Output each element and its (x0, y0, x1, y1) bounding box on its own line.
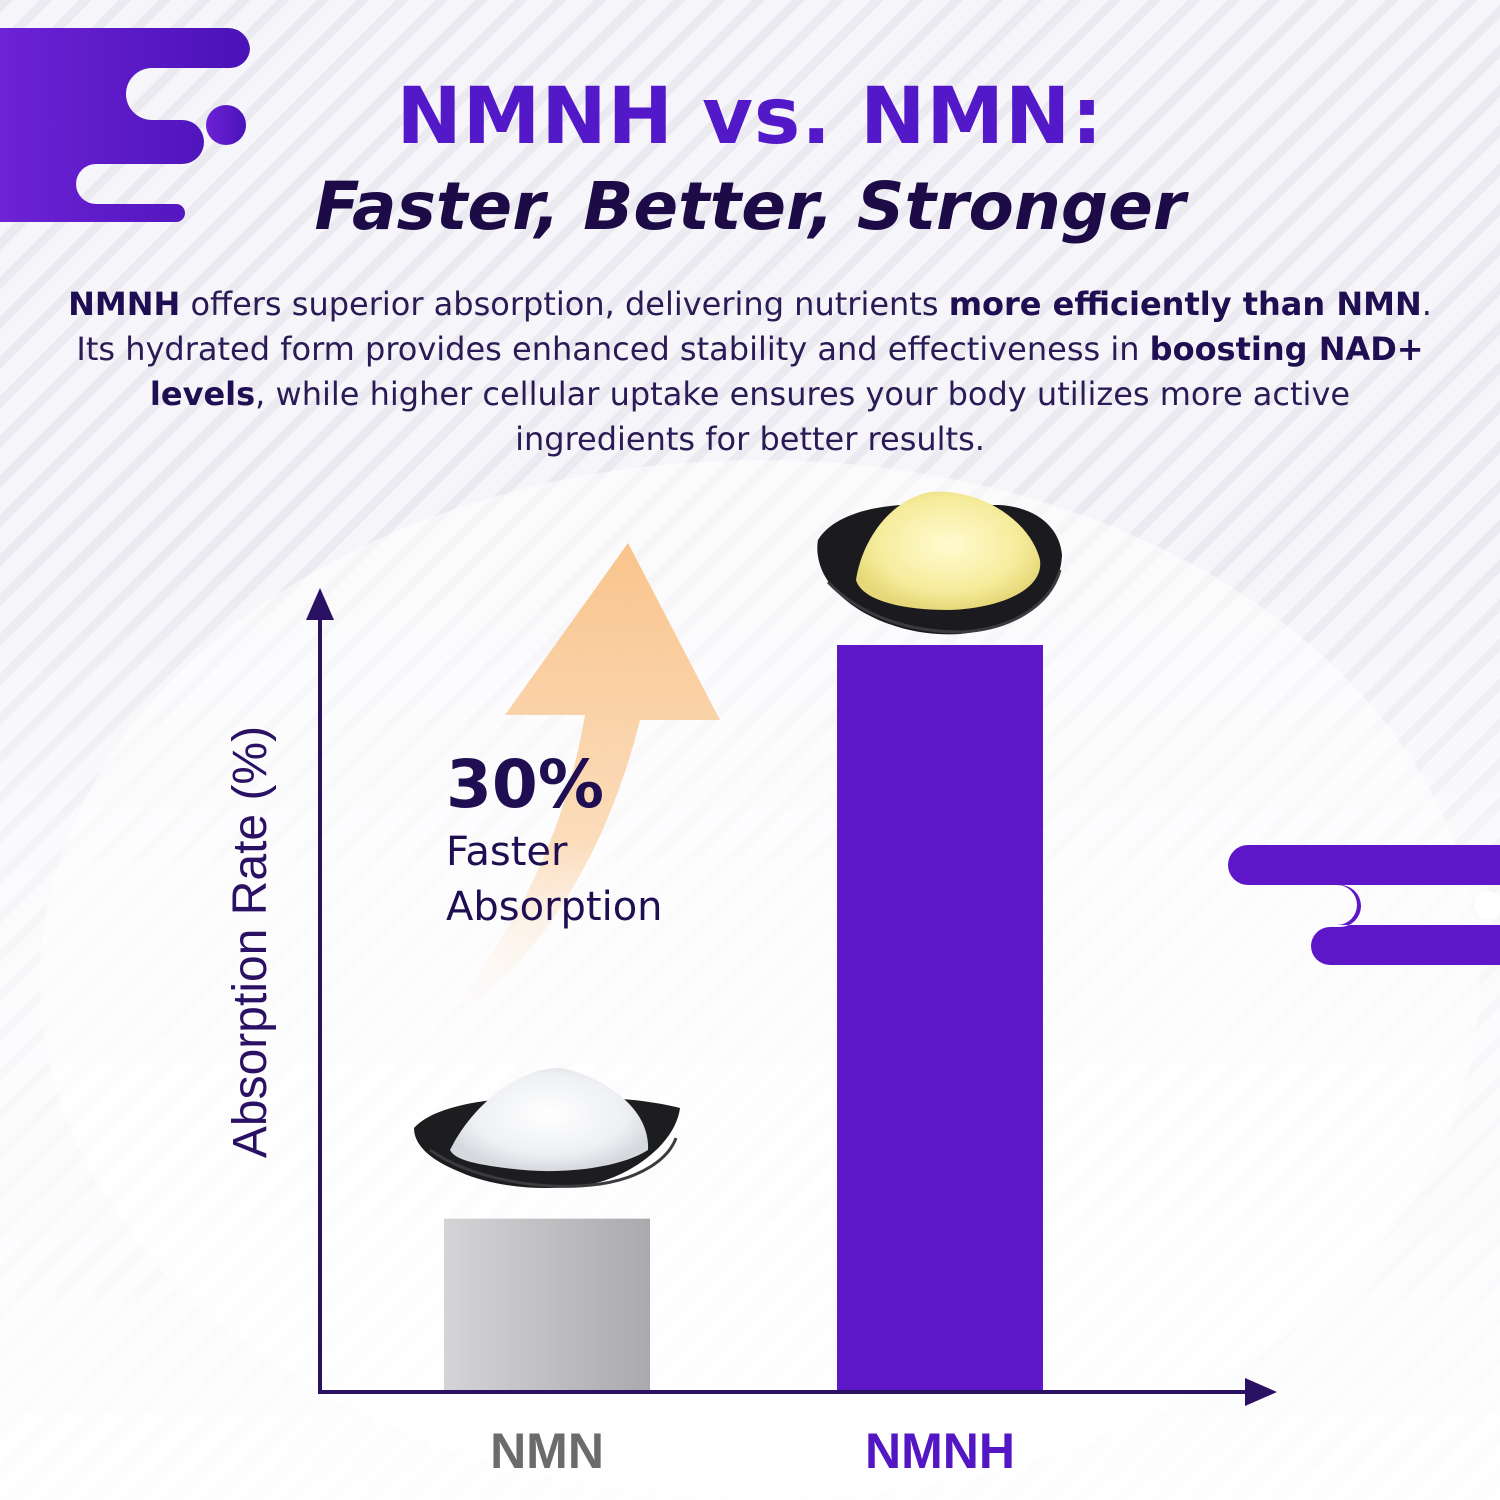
intro-bold-nmnh: NMNH (68, 285, 181, 323)
growth-arrow-icon (430, 543, 720, 1040)
absorption-callout: 30% Faster Absorption (446, 745, 663, 935)
x-tick-label-nmn: NMN (490, 1423, 604, 1479)
nmnh-powder-bowl-image (817, 491, 1062, 635)
nmn-powder-bowl-image (414, 1068, 680, 1188)
brand-logo-shape (0, 28, 250, 222)
callout-line-1: Faster (446, 829, 568, 875)
callout-percent: 30% (446, 746, 604, 823)
intro-text-1: offers superior absorption, delivering n… (180, 285, 949, 323)
page-subtitle: Faster, Better, Stronger (314, 168, 1186, 245)
intro-bold-nad: boosting NAD+ levels (149, 330, 1424, 413)
x-tick-label-nmnh: NMNH (865, 1423, 1015, 1479)
y-axis-arrow-icon (306, 588, 334, 620)
page-title: NMNH vs. NMN: (396, 72, 1104, 162)
intro-text-2: . Its hydrated form provides enhanced st… (76, 285, 1432, 368)
intro-text-3: , while higher cellular uptake ensures y… (255, 375, 1351, 458)
bar-nmn (444, 1218, 650, 1390)
intro-paragraph: NMNH offers superior absorption, deliver… (60, 282, 1440, 462)
callout-line-2: Absorption (446, 884, 663, 930)
brand-side-shape (1228, 845, 1500, 965)
y-axis-label: Absorption Rate (%) (224, 726, 277, 1158)
x-axis-arrow-icon (1245, 1378, 1277, 1406)
intro-bold-efficiency: more efficiently than NMN (948, 285, 1422, 323)
bar-nmnh (837, 645, 1043, 1390)
